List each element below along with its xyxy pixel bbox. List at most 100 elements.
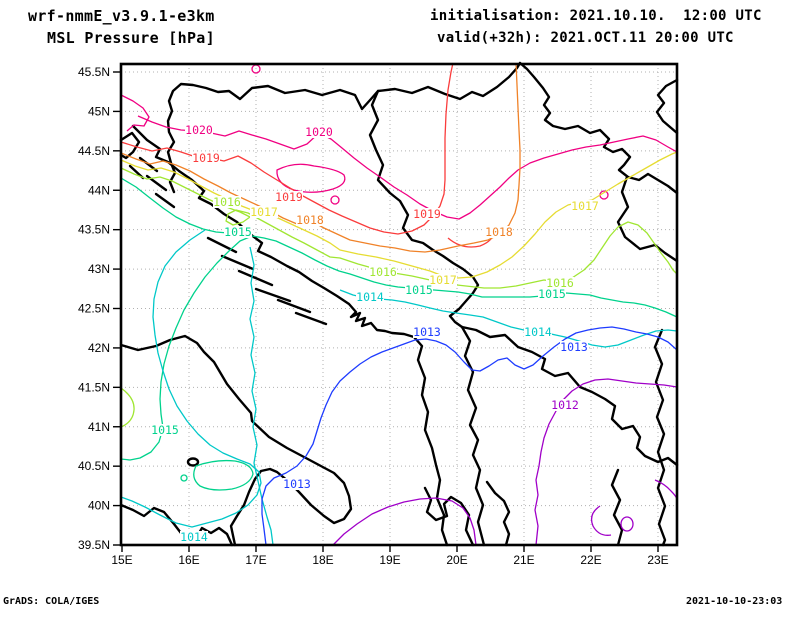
coastline-border-path: [220, 254, 255, 271]
contour-label-bg: [524, 326, 552, 338]
contour-label-bg: [180, 531, 208, 543]
coastline-border-path: [276, 298, 312, 314]
coastline-border-path: [119, 503, 234, 547]
contour-line-1012: [332, 497, 477, 546]
contour-label-1012: 1012: [551, 398, 579, 412]
contour-label-1018: 1018: [485, 225, 513, 239]
contour-label-1014: 1014: [356, 290, 384, 304]
y-axis-tick-label: 43.5N: [78, 223, 110, 237]
y-axis-tick-label: 41.5N: [78, 380, 110, 394]
y-axis-tick-label: 42N: [88, 341, 110, 355]
contour-line-1020: [599, 190, 609, 200]
contour-line-1015: [180, 474, 188, 482]
contour-label-bg: [571, 200, 599, 212]
coastline-border-path: [518, 61, 679, 195]
contour-line-1017: [120, 151, 678, 279]
contour-label-1018: 1018: [296, 213, 324, 227]
contour-label-1014: 1014: [180, 530, 208, 544]
contour-label-bg: [560, 341, 588, 353]
contour-label-1016: 1016: [546, 276, 574, 290]
contour-label-bg: [305, 126, 333, 138]
contour-label-bg: [369, 266, 397, 278]
x-axis-tick-label: 15E: [111, 553, 132, 567]
coastline-border-path: [206, 236, 238, 254]
contour-line-1020: [251, 64, 261, 74]
contour-label-bg: [213, 196, 241, 208]
valid-time: valid(+32h): 2021.OCT.11 20:00 UTC: [437, 30, 734, 46]
contour-line-1020: [137, 115, 678, 220]
map-frame: [119, 62, 679, 547]
y-axis-tick-label: 40.5N: [78, 459, 110, 473]
contour-label-bg: [224, 226, 252, 238]
coastline-border-path: [616, 175, 679, 263]
variable-title: MSL Pressure [hPa]: [47, 29, 215, 47]
contour-label-bg: [192, 152, 220, 164]
contour-label-1017: 1017: [571, 199, 599, 213]
coastline-border-path: [610, 468, 624, 547]
contour-label-1019: 1019: [275, 190, 303, 204]
coastline-border-path: [368, 89, 480, 329]
contour-label-bg: [546, 277, 574, 289]
contour-line-1012: [620, 516, 634, 532]
contour-label-bg: [185, 124, 213, 136]
contour-line-1016: [120, 387, 135, 428]
x-axis-tick-label: 17E: [245, 553, 266, 567]
y-axis-tick-label: 41N: [88, 420, 110, 434]
coastline-border-path: [294, 311, 328, 326]
contour-label-1020: 1020: [185, 123, 213, 137]
contour-label-bg: [250, 206, 278, 218]
contour-line-1020: [120, 94, 150, 132]
coastline-border-path: [655, 78, 679, 135]
coastline-border-path: [653, 328, 667, 547]
y-axis-tick-label: 39.5N: [78, 538, 110, 552]
contour-line-1012: [590, 505, 612, 536]
coastline-border-path: [423, 486, 475, 547]
contour-line-1014: [339, 289, 678, 348]
contour-label-bg: [283, 478, 311, 490]
contour-label-bg: [551, 399, 579, 411]
coastline-border-path: [460, 325, 486, 547]
y-axis-tick-label: 44N: [88, 183, 110, 197]
contour-label-1013: 1013: [413, 325, 441, 339]
x-axis-tick-label: 23E: [647, 553, 668, 567]
x-axis-tick-label: 19E: [379, 553, 400, 567]
contour-line-1018: [120, 62, 521, 253]
initialisation-time: initialisation: 2021.10.10. 12:00 UTC: [430, 8, 762, 24]
y-axis-tick-label: 44.5N: [78, 144, 110, 158]
contour-line-1014: [120, 229, 262, 528]
contour-label-bg: [296, 214, 324, 226]
contour-label-bg: [356, 291, 384, 303]
x-axis-tick-label: 22E: [580, 553, 601, 567]
contour-line-1015: [120, 235, 678, 461]
contour-label-bg: [429, 274, 457, 286]
coastline-border-path: [485, 480, 511, 547]
contour-label-1015: 1015: [538, 287, 566, 301]
contour-label-1019: 1019: [192, 151, 220, 165]
contour-line-1015: [120, 177, 229, 234]
coastline-border-path: [186, 457, 200, 467]
contour-label-bg: [151, 424, 179, 436]
y-axis-tick-label: 45N: [88, 104, 110, 118]
contour-line-1015: [193, 459, 254, 491]
coastline-border-path: [166, 61, 522, 194]
coastline-border-path: [237, 269, 274, 287]
contour-label-1019: 1019: [413, 207, 441, 221]
contour-line-1014: [249, 246, 274, 546]
coastline-border-path: [254, 287, 292, 303]
contour-label-1015: 1015: [151, 423, 179, 437]
x-axis-tick-label: 16E: [178, 553, 199, 567]
contour-line-1016: [120, 167, 678, 289]
model-title: wrf-nmmE_v3.9.1-e3km: [28, 7, 215, 25]
x-axis-tick-label: 21E: [513, 553, 534, 567]
contour-label-1020: 1020: [305, 125, 333, 139]
contour-label-bg: [485, 226, 513, 238]
contour-label-1017: 1017: [429, 273, 457, 287]
contour-line-1020: [276, 163, 346, 193]
contour-label-1015: 1015: [405, 283, 433, 297]
contour-line-1013: [261, 326, 678, 546]
y-axis-tick-label: 43N: [88, 262, 110, 276]
x-axis-tick-label: 18E: [312, 553, 333, 567]
grads-credit: GrADS: COLA/IGES: [3, 596, 100, 607]
